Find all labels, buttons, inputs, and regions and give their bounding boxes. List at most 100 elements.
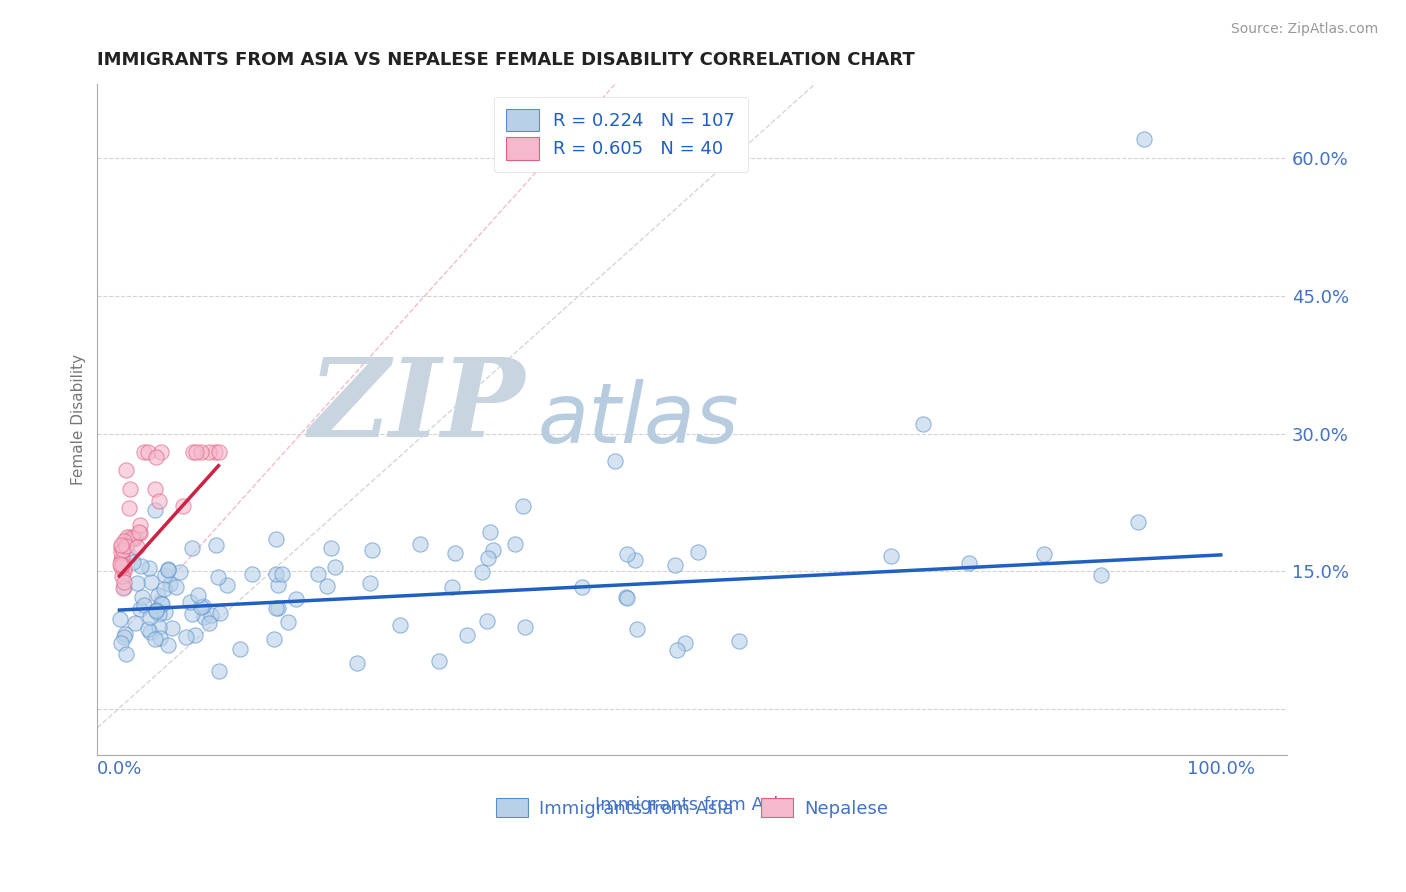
Point — [114, 648, 136, 662]
Point — [129, 525, 152, 540]
Point — [120, 482, 142, 496]
Point — [110, 545, 132, 559]
Point — [184, 445, 207, 459]
Point — [134, 599, 156, 613]
Point — [477, 550, 499, 565]
Point — [115, 463, 138, 477]
Point — [157, 562, 180, 576]
Point — [114, 627, 136, 641]
Point — [666, 642, 689, 657]
Point — [207, 445, 229, 459]
Point — [879, 549, 901, 563]
Point — [150, 596, 173, 610]
Point — [169, 565, 191, 579]
Point — [143, 482, 166, 496]
Point — [198, 445, 221, 459]
Point — [139, 624, 162, 639]
Point — [112, 561, 135, 575]
Point — [148, 607, 170, 622]
Point — [181, 607, 204, 621]
Point — [957, 557, 980, 571]
Point — [136, 622, 159, 636]
Point — [1132, 132, 1154, 146]
Point — [673, 636, 696, 650]
Point — [145, 450, 167, 465]
Point — [443, 546, 465, 560]
Point — [110, 636, 132, 650]
Point — [207, 569, 229, 583]
Point — [187, 588, 209, 602]
Point — [165, 580, 187, 594]
Point — [121, 555, 143, 569]
Point — [145, 603, 167, 617]
Point — [139, 575, 162, 590]
Point — [138, 561, 160, 575]
Point — [132, 445, 155, 459]
Point — [603, 454, 626, 468]
Point — [228, 642, 250, 657]
Point — [215, 578, 238, 592]
Point — [118, 500, 141, 515]
Point — [346, 657, 368, 671]
Point — [128, 524, 150, 539]
Point — [408, 537, 430, 551]
Point — [139, 610, 162, 624]
Point — [323, 560, 346, 574]
Text: Source: ZipAtlas.com: Source: ZipAtlas.com — [1230, 22, 1378, 37]
Point — [277, 615, 299, 629]
Point — [110, 541, 132, 555]
Point — [110, 560, 132, 574]
Point — [129, 559, 152, 574]
Point — [513, 620, 536, 634]
Point — [266, 600, 288, 615]
Point — [128, 517, 150, 532]
Point — [143, 632, 166, 646]
Point — [125, 541, 148, 555]
Point — [115, 530, 138, 544]
Point — [503, 537, 526, 551]
Point — [150, 597, 173, 611]
Point — [172, 499, 194, 513]
Point — [267, 578, 290, 592]
Point — [571, 580, 593, 594]
Point — [110, 557, 132, 571]
Point — [624, 553, 647, 567]
Point — [267, 601, 290, 615]
Point — [174, 630, 197, 644]
Point — [200, 607, 222, 622]
Point — [157, 563, 180, 577]
Point — [143, 503, 166, 517]
Point — [149, 631, 172, 645]
Point — [359, 576, 381, 591]
Point — [136, 445, 159, 459]
Point — [471, 566, 494, 580]
Point — [112, 574, 135, 589]
Point — [626, 622, 648, 636]
Point — [181, 445, 204, 459]
Point — [146, 588, 169, 602]
Point — [441, 580, 464, 594]
Point — [266, 566, 288, 581]
Point — [112, 564, 135, 578]
Point — [482, 543, 505, 558]
Point — [110, 553, 132, 567]
Point — [112, 534, 135, 549]
Point — [264, 533, 287, 547]
Point — [688, 545, 710, 559]
Point — [208, 607, 231, 621]
Point — [131, 590, 153, 604]
Point — [118, 548, 141, 562]
Point — [475, 614, 498, 628]
Point — [145, 604, 167, 618]
Point — [181, 541, 204, 556]
Point — [285, 592, 308, 607]
Point — [208, 665, 231, 679]
Point — [616, 591, 638, 605]
Point — [111, 558, 134, 573]
Point — [110, 538, 132, 552]
Point — [427, 655, 450, 669]
Point — [240, 567, 263, 582]
Point — [122, 532, 145, 546]
Point — [160, 621, 183, 635]
Point — [111, 568, 134, 582]
